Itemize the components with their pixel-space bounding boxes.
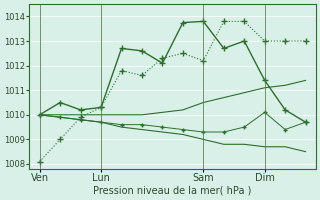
X-axis label: Pression niveau de la mer( hPa ): Pression niveau de la mer( hPa )	[93, 186, 252, 196]
